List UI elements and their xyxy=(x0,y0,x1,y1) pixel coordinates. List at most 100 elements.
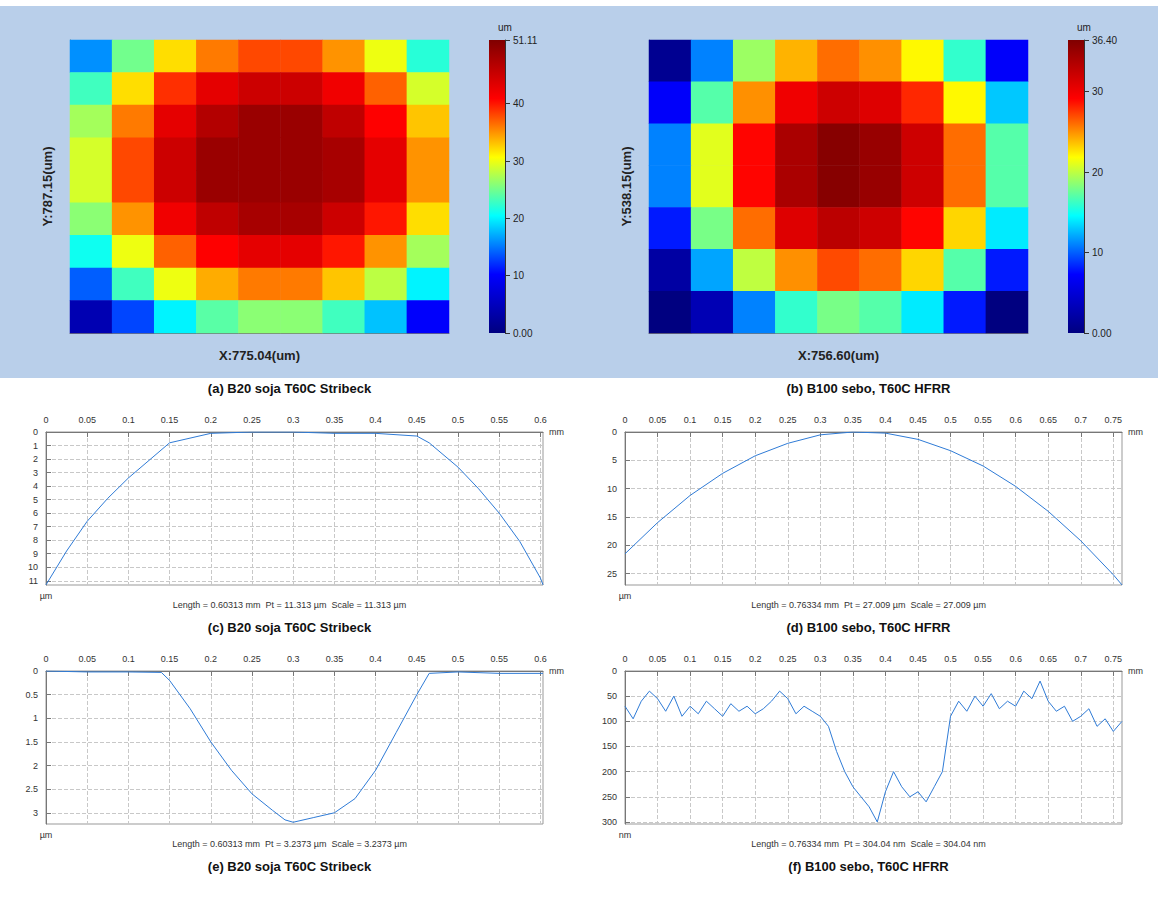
svg-text:0.75: 0.75 xyxy=(1105,654,1123,664)
svg-text:0.00: 0.00 xyxy=(1092,328,1112,339)
svg-text:5: 5 xyxy=(33,495,38,505)
svg-text:0: 0 xyxy=(43,654,48,664)
svg-text:30: 30 xyxy=(513,156,525,167)
svg-text:0.15: 0.15 xyxy=(161,654,179,664)
svg-text:0.1: 0.1 xyxy=(684,654,697,664)
svg-text:0.35: 0.35 xyxy=(844,654,862,664)
svg-text:0.2: 0.2 xyxy=(205,654,218,664)
svg-text:0.00: 0.00 xyxy=(513,328,533,339)
svg-text:0.25: 0.25 xyxy=(243,415,261,425)
svg-text:nm: nm xyxy=(619,830,632,840)
svg-text:0.6: 0.6 xyxy=(534,415,547,425)
svg-text:2: 2 xyxy=(33,761,38,771)
svg-text:0.5: 0.5 xyxy=(25,690,38,700)
svg-text:25: 25 xyxy=(607,569,617,579)
svg-text:15: 15 xyxy=(607,512,617,522)
svg-text:X:756.60(um): X:756.60(um) xyxy=(798,348,879,363)
svg-text:0.1: 0.1 xyxy=(122,654,135,664)
svg-text:11: 11 xyxy=(29,576,38,586)
svg-text:10: 10 xyxy=(513,270,525,281)
svg-text:um: um xyxy=(1077,22,1091,33)
svg-text:0.55: 0.55 xyxy=(974,415,992,425)
svg-text:0.15: 0.15 xyxy=(714,654,732,664)
svg-text:20: 20 xyxy=(607,540,617,550)
svg-text:10: 10 xyxy=(1092,247,1104,258)
svg-text:0.3: 0.3 xyxy=(287,415,300,425)
svg-text:40: 40 xyxy=(513,98,525,109)
svg-text:Y:538.15(um): Y:538.15(um) xyxy=(619,147,634,227)
svg-text:0.05: 0.05 xyxy=(78,415,96,425)
svg-text:0.1: 0.1 xyxy=(684,415,697,425)
svg-text:0.6: 0.6 xyxy=(534,654,547,664)
svg-text:0.25: 0.25 xyxy=(779,415,797,425)
svg-text:µm: µm xyxy=(40,830,53,840)
svg-text:9: 9 xyxy=(33,549,38,559)
svg-text:1.5: 1.5 xyxy=(25,737,38,747)
svg-text:30: 30 xyxy=(1092,86,1104,97)
svg-text:0.35: 0.35 xyxy=(326,415,344,425)
svg-text:µm: µm xyxy=(619,591,632,601)
svg-text:0.3: 0.3 xyxy=(814,415,827,425)
svg-text:0.45: 0.45 xyxy=(408,654,426,664)
svg-text:20: 20 xyxy=(513,213,525,224)
svg-text:0.4: 0.4 xyxy=(369,654,382,664)
svg-text:300: 300 xyxy=(602,817,617,827)
svg-text:Y:787.15(um): Y:787.15(um) xyxy=(40,147,55,227)
svg-text:0.25: 0.25 xyxy=(243,654,261,664)
svg-text:3: 3 xyxy=(33,468,38,478)
svg-text:0: 0 xyxy=(612,666,617,676)
svg-text:0.1: 0.1 xyxy=(122,415,135,425)
svg-text:0.2: 0.2 xyxy=(749,415,762,425)
svg-text:0.05: 0.05 xyxy=(78,654,96,664)
svg-text:0.6: 0.6 xyxy=(1009,654,1022,664)
svg-text:mm: mm xyxy=(1128,427,1143,437)
svg-text:0.55: 0.55 xyxy=(490,415,508,425)
svg-text:10: 10 xyxy=(28,562,38,572)
svg-text:0.5: 0.5 xyxy=(452,415,465,425)
svg-text:100: 100 xyxy=(602,716,617,726)
svg-text:0.2: 0.2 xyxy=(205,415,218,425)
svg-text:5: 5 xyxy=(612,455,617,465)
svg-text:mm: mm xyxy=(549,666,564,676)
svg-text:4: 4 xyxy=(33,481,38,491)
svg-text:0.15: 0.15 xyxy=(714,415,732,425)
svg-text:0.65: 0.65 xyxy=(1039,654,1057,664)
svg-text:0.35: 0.35 xyxy=(326,654,344,664)
svg-text:mm: mm xyxy=(549,427,564,437)
svg-text:µm: µm xyxy=(40,591,53,601)
svg-text:0.5: 0.5 xyxy=(944,654,957,664)
svg-text:200: 200 xyxy=(602,767,617,777)
svg-text:8: 8 xyxy=(33,535,38,545)
svg-text:1: 1 xyxy=(33,441,38,451)
svg-text:20: 20 xyxy=(1092,167,1104,178)
svg-text:mm: mm xyxy=(1128,666,1143,676)
svg-text:0.3: 0.3 xyxy=(814,654,827,664)
svg-text:0.5: 0.5 xyxy=(944,415,957,425)
svg-text:150: 150 xyxy=(602,741,617,751)
svg-text:0.55: 0.55 xyxy=(490,654,508,664)
svg-text:0.4: 0.4 xyxy=(879,415,892,425)
svg-text:2: 2 xyxy=(33,454,38,464)
svg-text:0.75: 0.75 xyxy=(1105,415,1123,425)
svg-text:0.7: 0.7 xyxy=(1075,415,1088,425)
svg-text:0: 0 xyxy=(33,427,38,437)
svg-text:0: 0 xyxy=(43,415,48,425)
svg-text:0.5: 0.5 xyxy=(452,654,465,664)
svg-text:0.55: 0.55 xyxy=(974,654,992,664)
svg-text:0.6: 0.6 xyxy=(1009,415,1022,425)
svg-text:0.2: 0.2 xyxy=(749,654,762,664)
svg-text:0: 0 xyxy=(33,666,38,676)
svg-text:0: 0 xyxy=(622,654,627,664)
svg-text:0.45: 0.45 xyxy=(909,654,927,664)
svg-text:250: 250 xyxy=(602,792,617,802)
svg-text:Length = 0.76334 mm Pt = 27.0: Length = 0.76334 mm Pt = 27.009 µm Scale… xyxy=(751,600,986,610)
svg-text:1: 1 xyxy=(33,713,38,723)
svg-text:0.05: 0.05 xyxy=(649,415,667,425)
svg-text:um: um xyxy=(498,22,512,33)
svg-text:0.15: 0.15 xyxy=(161,415,179,425)
svg-text:51.11: 51.11 xyxy=(513,35,538,46)
svg-text:2.5: 2.5 xyxy=(25,784,38,794)
svg-text:0.35: 0.35 xyxy=(844,415,862,425)
svg-text:36.40: 36.40 xyxy=(1092,35,1117,46)
svg-text:Length = 0.60313 mm Pt = 11.3: Length = 0.60313 mm Pt = 11.313 µm Scale… xyxy=(173,600,406,610)
